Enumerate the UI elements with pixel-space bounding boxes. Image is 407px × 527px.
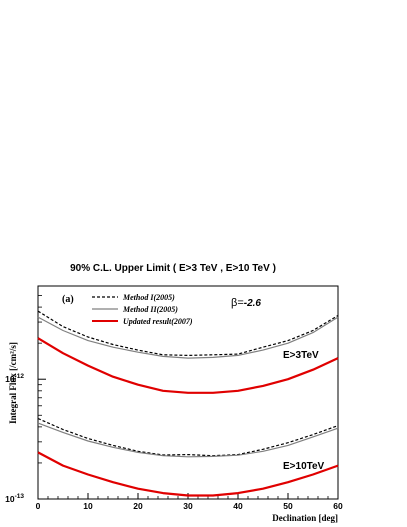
series-line-e3tev-0 <box>37 310 339 356</box>
y-axis-label: Integral Flux [/cm²/s] <box>8 342 18 424</box>
x-axis-label: Declination [deg] <box>272 513 338 523</box>
series-layer <box>37 310 339 497</box>
x-axis: 0 10 20 30 40 50 60 <box>36 493 343 511</box>
x-tick-label: 60 <box>333 501 343 511</box>
chart-title: 90% C.L. Upper Limit ( E>3 TeV , E>10 Te… <box>70 263 276 274</box>
series-line-e10tev-4 <box>37 422 339 458</box>
y-tick-label: 10-12 <box>5 373 24 384</box>
series-line-e10tev-3 <box>37 417 339 457</box>
beta-annotation: β=-2.6 <box>231 297 261 309</box>
series-line-e3tev-2 <box>37 337 339 394</box>
x-tick-label: 20 <box>133 501 143 511</box>
y-axis-label-group: Integral Flux [/cm²/s] <box>8 342 18 424</box>
panel-label: (a) <box>62 294 74 305</box>
legend: Method I(2005) Method II(2005) Updated r… <box>92 293 193 326</box>
x-tick-label: 0 <box>36 501 41 511</box>
x-tick-label: 30 <box>183 501 193 511</box>
series-line-e10tev-5 <box>37 451 339 497</box>
series-line-e3tev-1 <box>37 316 339 359</box>
annotation-e10tev: E>10TeV <box>283 461 325 472</box>
y-tick-label: 10-13 <box>5 493 24 504</box>
x-tick-label: 50 <box>283 501 293 511</box>
legend-label-method-i: Method I(2005) <box>122 293 175 302</box>
x-tick-label: 10 <box>83 501 93 511</box>
x-tick-label: 40 <box>233 501 243 511</box>
annotation-e3tev: E>3TeV <box>283 350 319 361</box>
legend-label-updated: Updated result(2007) <box>123 317 193 326</box>
legend-label-method-ii: Method II(2005) <box>122 305 178 314</box>
y-axis: 10-12 10-13 <box>5 295 46 504</box>
